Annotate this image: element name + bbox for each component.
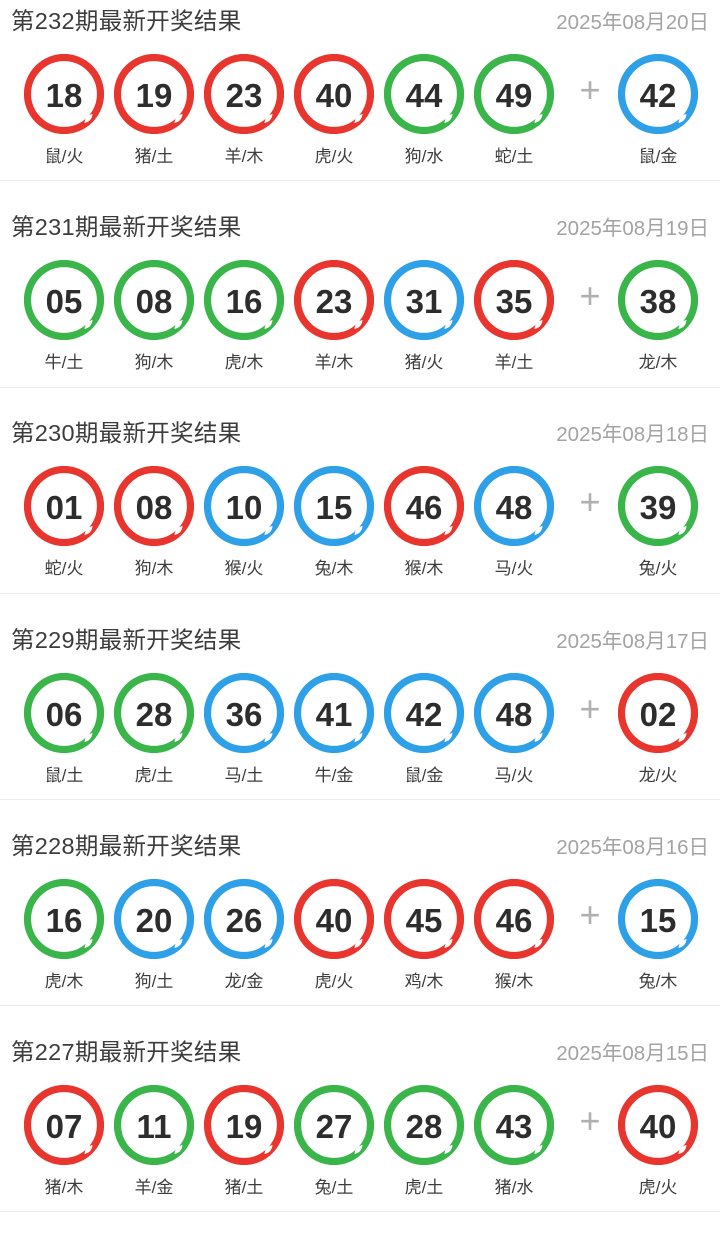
svg-text:19: 19 <box>226 1108 263 1145</box>
svg-text:06: 06 <box>46 696 83 733</box>
svg-text:43: 43 <box>496 1108 533 1145</box>
svg-text:26: 26 <box>226 902 263 939</box>
svg-text:31: 31 <box>406 283 443 320</box>
svg-text:41: 41 <box>316 696 353 733</box>
svg-text:05: 05 <box>46 283 83 320</box>
svg-text:19: 19 <box>136 77 173 114</box>
svg-text:16: 16 <box>46 902 83 939</box>
svg-text:40: 40 <box>640 1108 677 1145</box>
svg-text:46: 46 <box>406 489 443 526</box>
svg-text:35: 35 <box>496 283 533 320</box>
svg-text:08: 08 <box>136 489 173 526</box>
svg-text:20: 20 <box>136 902 173 939</box>
svg-text:11: 11 <box>137 1108 172 1145</box>
svg-text:44: 44 <box>406 77 443 114</box>
svg-text:23: 23 <box>316 283 353 320</box>
svg-text:15: 15 <box>640 902 677 939</box>
svg-text:40: 40 <box>316 902 353 939</box>
svg-text:40: 40 <box>316 77 353 114</box>
svg-text:38: 38 <box>640 283 677 320</box>
svg-text:36: 36 <box>226 696 263 733</box>
svg-text:27: 27 <box>316 1108 353 1145</box>
svg-text:10: 10 <box>226 489 263 526</box>
svg-text:08: 08 <box>136 283 173 320</box>
svg-text:23: 23 <box>226 77 263 114</box>
svg-text:45: 45 <box>406 902 443 939</box>
svg-text:16: 16 <box>226 283 263 320</box>
svg-text:28: 28 <box>406 1108 443 1145</box>
svg-text:48: 48 <box>496 696 533 733</box>
svg-text:39: 39 <box>640 489 677 526</box>
svg-text:42: 42 <box>406 696 443 733</box>
svg-text:48: 48 <box>496 489 533 526</box>
svg-text:28: 28 <box>136 696 173 733</box>
svg-text:02: 02 <box>640 696 677 733</box>
svg-text:49: 49 <box>496 77 533 114</box>
svg-text:07: 07 <box>46 1108 83 1145</box>
svg-text:15: 15 <box>316 489 353 526</box>
svg-text:18: 18 <box>46 77 83 114</box>
svg-text:46: 46 <box>496 902 533 939</box>
svg-text:01: 01 <box>46 489 83 526</box>
svg-text:42: 42 <box>640 77 677 114</box>
